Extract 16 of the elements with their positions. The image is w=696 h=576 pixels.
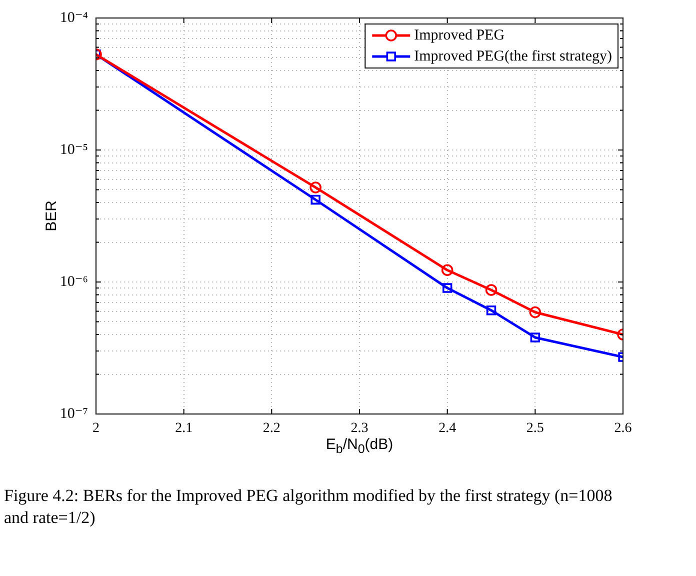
x-tick-label: 2.5 — [526, 421, 544, 436]
legend-label: Improved PEG — [414, 27, 505, 44]
x-tick-label: 2.2 — [262, 421, 280, 436]
caption: Figure 4.2: BERs for the Improved PEG algorithm modified by the first strategy (n=1008 and rate=1/2) — [4, 485, 614, 529]
x-tick-label: 2.6 — [614, 421, 632, 436]
x-tick-label: 2 — [92, 421, 100, 436]
y-tick-label: 10⁻⁶ — [60, 274, 88, 290]
x-axis-title: E$_{b}$/N$_{0}$(dB) — [324, 436, 394, 458]
x-tick-label: 2.3 — [350, 421, 368, 436]
y-tick-label: 10⁻⁵ — [60, 142, 88, 158]
y-tick-label: 10⁻⁷ — [60, 406, 88, 422]
x-tick-label: 2.4 — [438, 421, 456, 436]
x-tick-label: 2.1 — [175, 421, 193, 436]
legend-label: Improved PEG(the first strategy) — [414, 48, 612, 64]
y-tick-label: 10⁻⁴ — [60, 10, 88, 26]
y-axis-title: BER — [43, 200, 60, 232]
